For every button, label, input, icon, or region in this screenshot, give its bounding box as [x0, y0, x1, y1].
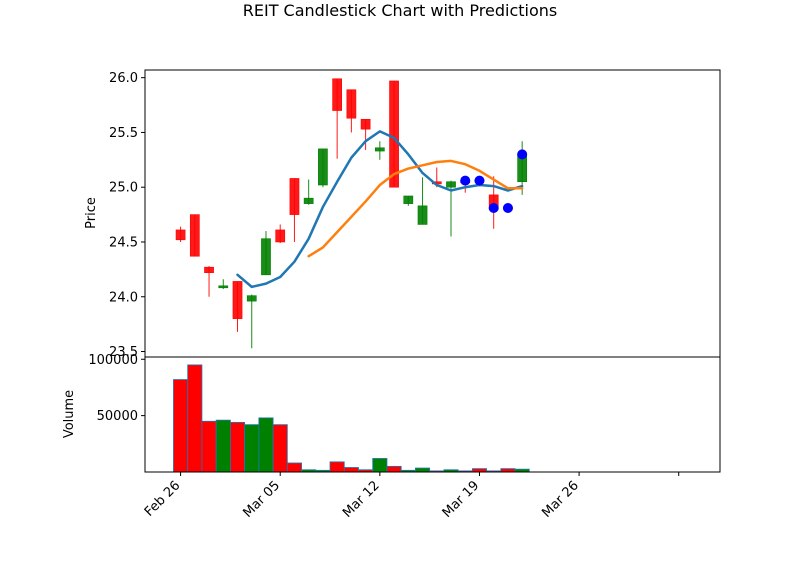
- candle-body-5: [246, 295, 257, 302]
- candle-body-13: [360, 118, 371, 130]
- volume-bar-1: [187, 364, 203, 473]
- volume-bar-7: [272, 424, 288, 473]
- candle-body-16: [403, 195, 414, 204]
- price-tick-label-0: 23.5: [109, 345, 138, 360]
- volume-bar-23: [500, 468, 516, 473]
- price-tick-label-3: 25.0: [109, 181, 138, 196]
- candle-body-7: [275, 229, 286, 243]
- volume-bar-2: [201, 420, 217, 473]
- volume-bar-14: [372, 458, 388, 473]
- volume-bar-21: [471, 468, 487, 473]
- candle-body-11: [332, 78, 342, 111]
- price-tick-label-2: 24.5: [109, 235, 138, 250]
- prediction-point-0: [460, 175, 471, 186]
- prediction-point-1: [474, 175, 485, 186]
- candle-body-4: [232, 281, 243, 319]
- candle-body-8: [289, 178, 300, 215]
- volume-bar-6: [258, 417, 274, 473]
- x-tick-label-4: Mar 26: [539, 478, 582, 521]
- price-panel: 23.5 24.0 24.5 25.0 25.5 26.0: [109, 69, 721, 360]
- candle-body-9: [303, 197, 314, 204]
- candle-body-10: [318, 148, 328, 186]
- x-tick-label-0: Feb 26: [142, 478, 184, 520]
- volume-bar-3: [215, 419, 231, 473]
- volume-bar-8: [286, 462, 302, 473]
- price-tick-label-4: 25.5: [109, 126, 138, 141]
- x-tick-label-2: Mar 12: [340, 478, 383, 521]
- volume-bar-12: [343, 467, 359, 473]
- price-tick-label-5: 26.0: [109, 71, 138, 86]
- candle-body-6: [261, 238, 271, 276]
- volume-panel-frame: [144, 356, 721, 473]
- volume-axis-label: Volume: [62, 390, 77, 438]
- volume-tick-label-1: 100000: [88, 353, 138, 368]
- candle-body-17: [417, 205, 428, 225]
- candle-body-2: [204, 266, 214, 273]
- candle-body-14: [374, 147, 385, 152]
- prediction-point-4: [517, 149, 528, 160]
- x-tick-label-1: Mar 05: [240, 478, 283, 521]
- candle-body-3: [218, 285, 229, 289]
- volume-bar-5: [244, 424, 260, 473]
- prediction-point-2: [488, 203, 499, 214]
- volume-bar-11: [329, 461, 345, 473]
- volume-bar-0: [173, 379, 189, 473]
- candle-body-19: [446, 181, 456, 188]
- price-axis-label: Price: [84, 197, 99, 229]
- prediction-point-3: [502, 203, 513, 214]
- volume-panel: 50000 100000 Feb 26 Mar 05 Mar 12 Mar 19 Mar 2…: [88, 353, 721, 521]
- moving-average-line-1: [307, 159, 524, 258]
- chart-title: REIT Candlestick Chart with Predictions: [243, 1, 557, 20]
- volume-bar-17: [415, 467, 431, 473]
- candle-body-0: [175, 229, 186, 241]
- candle-body-1: [189, 214, 200, 257]
- candle-body-12: [346, 89, 357, 119]
- volume-bar-4: [229, 421, 246, 473]
- price-panel-frame: [144, 69, 721, 358]
- volume-tick-label-0: 50000: [97, 409, 138, 424]
- moving-average-line-0: [236, 130, 524, 289]
- volume-bar-15: [386, 465, 402, 473]
- price-tick-label-1: 24.0: [109, 290, 138, 305]
- candle-body-15: [389, 80, 399, 188]
- x-tick-label-3: Mar 19: [440, 478, 483, 521]
